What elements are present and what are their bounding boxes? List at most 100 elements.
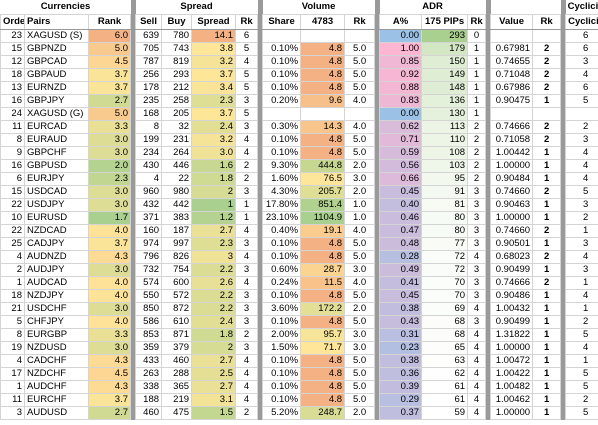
volume: 205.7: [300, 185, 346, 199]
sell: 586: [135, 315, 163, 329]
spread: 3.1: [191, 393, 237, 407]
spread-rank: 4: [235, 146, 259, 160]
spread: 2.6: [191, 276, 237, 290]
spread-rank: 4: [235, 354, 259, 368]
cyclicity: 6: [565, 29, 598, 43]
rank: 4.3: [87, 250, 132, 264]
column-header: 175 PIPs: [421, 14, 469, 30]
spread-rank: 3: [235, 341, 259, 355]
spread-rank: 3: [235, 289, 259, 303]
spread: 2.4: [191, 120, 237, 134]
adr-pips: 148: [421, 81, 469, 95]
buy: 219: [161, 393, 193, 407]
cyclicity: 2: [565, 393, 598, 407]
adr-rank: 3: [467, 315, 487, 329]
buy: 379: [161, 341, 193, 355]
volume-rank: 5.0: [344, 237, 376, 251]
buy: 205: [161, 107, 193, 121]
order: 21: [0, 302, 25, 316]
adr-pips: 61: [421, 380, 469, 394]
volume: 4.8: [300, 289, 346, 303]
separator: [257, 0, 263, 15]
adr-pips: 72: [421, 263, 469, 277]
rank: 4.5: [87, 367, 132, 381]
adr-percent: 0.48: [379, 237, 423, 251]
volume-rank: 4.0: [344, 276, 376, 290]
separator: [130, 0, 136, 15]
value-rank: 1: [532, 289, 562, 303]
value-rank: 1: [532, 159, 562, 173]
rank: 4.0: [87, 224, 132, 238]
group-header: Spread: [180, 1, 213, 12]
volume-rank: 2.0: [344, 185, 376, 199]
share: 2.00%: [262, 328, 302, 342]
volume-rank: 5.0: [344, 55, 376, 69]
order: 17: [0, 367, 25, 381]
sell: 371: [135, 211, 163, 225]
separator: [485, 0, 491, 15]
order: 1: [0, 380, 25, 394]
adr-rank: 2: [467, 159, 487, 173]
adr-pips: 81: [421, 198, 469, 212]
value-rank: 2: [532, 224, 562, 238]
adr-rank: 4: [467, 302, 487, 316]
spread-rank: 4: [235, 393, 259, 407]
volume-rank: 5.0: [344, 146, 376, 160]
cyclicity: 4: [565, 250, 598, 264]
value-rank: 1: [532, 146, 562, 160]
adr-rank: 3: [467, 211, 487, 225]
adr-percent: 0.92: [379, 68, 423, 82]
value-rank: 2: [532, 133, 562, 147]
adr-rank: 2: [467, 133, 487, 147]
rank: 5.0: [87, 107, 132, 121]
adr-rank: 2: [467, 120, 487, 134]
rank: 3.0: [87, 133, 132, 147]
order: 2: [0, 263, 25, 277]
column-header: Spread: [191, 14, 237, 30]
volume-rank: 4.0: [344, 94, 376, 108]
value: 0.90475: [490, 94, 534, 108]
pair: NZDCHF: [24, 367, 89, 381]
cyclicity: 3: [565, 237, 598, 251]
column-header: Order: [0, 14, 25, 30]
volume: 71.7: [300, 341, 346, 355]
adr-pips: 179: [421, 42, 469, 56]
value: 0.74666: [490, 120, 534, 134]
value-rank: 2: [532, 276, 562, 290]
pair: GBPCAD: [24, 55, 89, 69]
buy: 826: [161, 250, 193, 264]
order: 25: [0, 237, 25, 251]
value-rank: 1: [532, 198, 562, 212]
spread: 2.7: [191, 380, 237, 394]
rank: 2.7: [87, 406, 132, 420]
adr-rank: 1: [467, 81, 487, 95]
sell: 853: [135, 328, 163, 342]
volume: 4.8: [300, 367, 346, 381]
share: 0.10%: [262, 42, 302, 56]
value: 0.67986: [490, 81, 534, 95]
spread: 14.1: [191, 29, 237, 43]
spread: 2: [191, 341, 237, 355]
share: 0.10%: [262, 367, 302, 381]
cyclicity: 4: [565, 172, 598, 186]
cyclicity: 5: [565, 185, 598, 199]
volume: 11.5: [300, 276, 346, 290]
spread-rank: 4: [235, 133, 259, 147]
adr-percent: 0.41: [379, 276, 423, 290]
value: 0.71058: [490, 133, 534, 147]
share: [262, 29, 302, 43]
value-rank: 1: [532, 302, 562, 316]
share: 0.20%: [262, 94, 302, 108]
sell: 639: [135, 29, 163, 43]
order: 22: [0, 224, 25, 238]
rank: 2.0: [87, 159, 132, 173]
order: 9: [0, 146, 25, 160]
sell: 188: [135, 393, 163, 407]
spread-rank: 5: [235, 42, 259, 56]
pair: GBPAUD: [24, 68, 89, 82]
volume-rank: [344, 107, 376, 121]
pair: GBPUSD: [24, 159, 89, 173]
cyclicity: 1: [565, 276, 598, 290]
adr-pips: 80: [421, 224, 469, 238]
spread: 3.0: [191, 146, 237, 160]
